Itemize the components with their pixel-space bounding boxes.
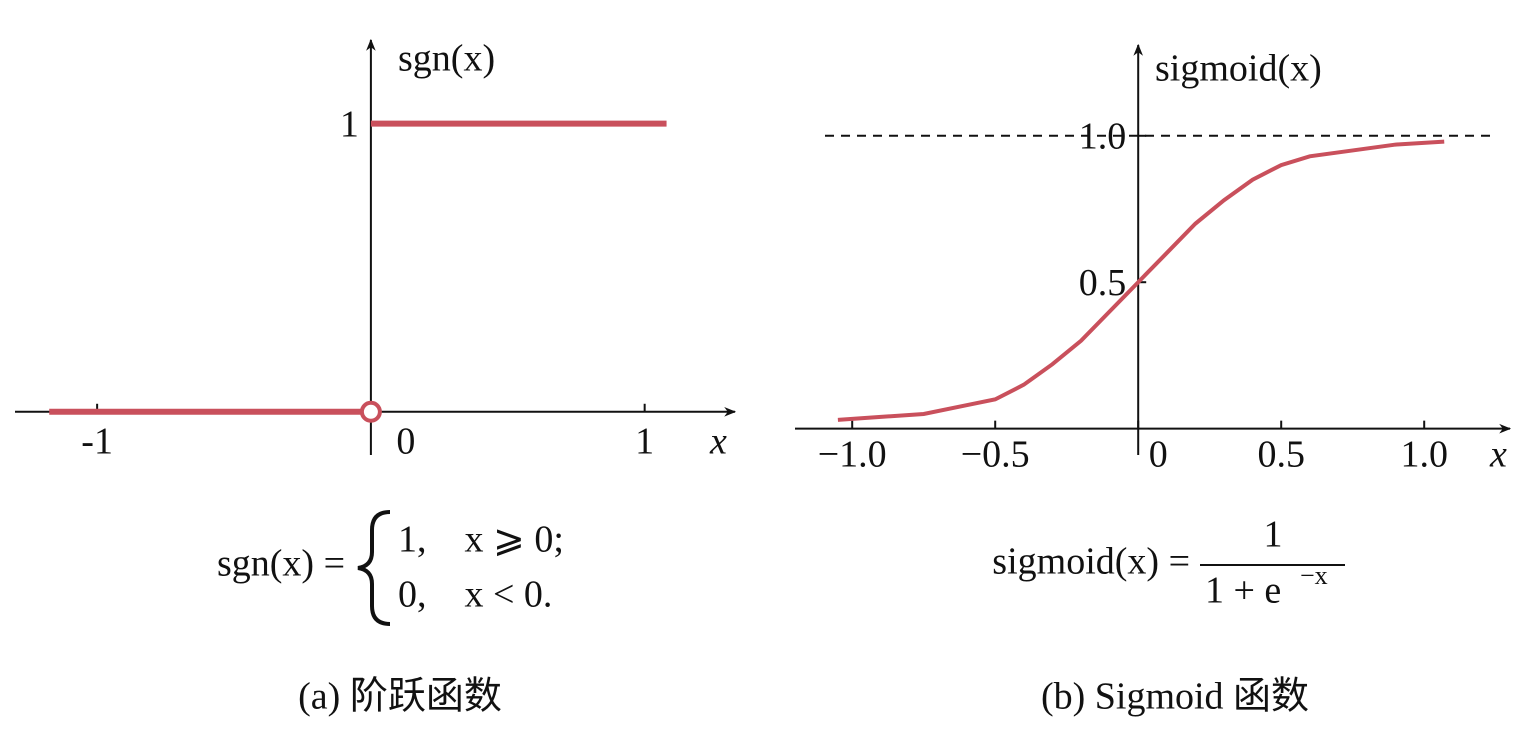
x-tick-label: 0 (396, 421, 415, 463)
formula-denominator: 1 + e (1205, 570, 1281, 612)
y-tick-label: 1.0 (1079, 116, 1127, 158)
brace (357, 510, 391, 626)
x-tick-label: 0 (1149, 434, 1168, 476)
caption: (a) 阶跃函数 (298, 676, 502, 718)
y-tick-label: 1 (340, 103, 359, 145)
x-tick-label: 1 (635, 421, 654, 463)
x-axis-label: x (1489, 434, 1507, 476)
y-axis-label: sigmoid(x) (1155, 48, 1322, 90)
x-tick-label: 0.5 (1257, 434, 1305, 476)
open-marker (359, 400, 382, 423)
formula-case: 1, x ⩾ 0; (398, 519, 564, 561)
x-tick-label: -1 (81, 421, 113, 463)
caption: (b) Sigmoid 函数 (1041, 676, 1309, 718)
formula-lhs: sigmoid(x) = (992, 541, 1190, 583)
formula-numerator: 1 (1264, 514, 1283, 556)
x-tick-label: 1.0 (1400, 434, 1448, 476)
x-tick-label: −1.0 (818, 434, 887, 476)
data-line (837, 139, 1445, 422)
data-line (49, 120, 667, 415)
formula-lhs: sgn(x) = (217, 543, 345, 585)
x-axis-label: x (709, 421, 727, 463)
formula-case: 0, x < 0. (398, 574, 552, 616)
y-axis-label: sgn(x) (398, 38, 495, 80)
y-tick-label: 0.5 (1079, 262, 1127, 304)
formula-exponent: −x (1300, 561, 1328, 590)
x-tick-label: −0.5 (961, 434, 1030, 476)
